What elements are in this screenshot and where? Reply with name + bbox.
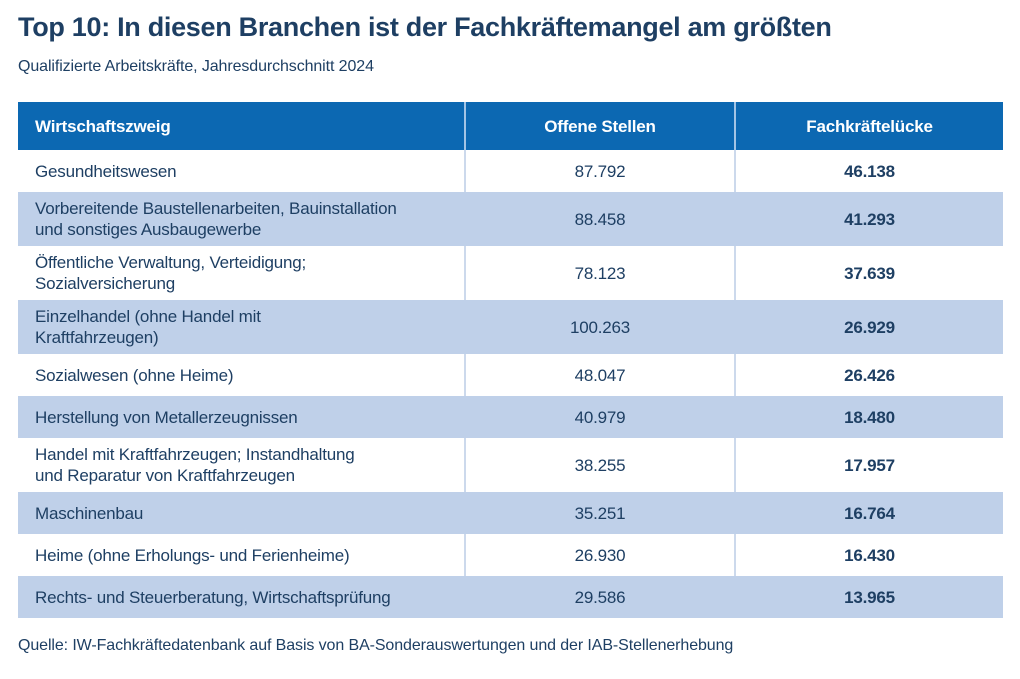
table-row: Herstellung von Metallerzeugnissen 40.97…: [18, 396, 1003, 439]
table-row: Heime (ohne Erholungs- und Ferienheime) …: [18, 534, 1003, 577]
branch-cell: Öffentliche Verwaltung, Verteidigung; So…: [35, 253, 307, 294]
open-positions-cell: 48.047: [464, 354, 734, 397]
open-positions-cell: 88.458: [464, 192, 734, 247]
branch-cell: Heime (ohne Erholungs- und Ferienheime): [35, 545, 350, 565]
table-row: Vorbereitende Baustellenarbeiten, Bauins…: [18, 192, 1003, 247]
branch-cell: Vorbereitende Baustellenarbeiten, Bauins…: [35, 199, 397, 240]
table-row: Gesundheitswesen 87.792 46.138: [18, 150, 1003, 193]
open-positions-cell: 26.930: [464, 534, 734, 577]
skills-gap-cell: 13.965: [734, 576, 1003, 619]
skills-gap-cell: 26.929: [734, 300, 1003, 355]
branch-cell: Maschinenbau: [35, 503, 144, 523]
open-positions-cell: 35.251: [464, 492, 734, 535]
table-row: Öffentliche Verwaltung, Verteidigung; So…: [18, 246, 1003, 301]
table-row: Handel mit Kraftfahrzeugen; Instandhaltu…: [18, 438, 1003, 493]
table-row: Sozialwesen (ohne Heime) 48.047 26.426: [18, 354, 1003, 397]
skills-gap-cell: 17.957: [734, 438, 1003, 493]
table-body: Gesundheitswesen 87.792 46.138 Vorbereit…: [18, 150, 1003, 619]
branch-cell: Rechts- und Steuerberatung, Wirtschaftsp…: [35, 587, 391, 607]
table-row: Rechts- und Steuerberatung, Wirtschaftsp…: [18, 576, 1003, 619]
skills-gap-cell: 16.430: [734, 534, 1003, 577]
branch-cell: Herstellung von Metallerzeugnissen: [35, 407, 298, 427]
open-positions-cell: 100.263: [464, 300, 734, 355]
table-row: Einzelhandel (ohne Handel mit Kraftfahrz…: [18, 300, 1003, 355]
open-positions-cell: 40.979: [464, 396, 734, 439]
page: Top 10: In diesen Branchen ist der Fachk…: [18, 12, 1003, 655]
branch-cell: Sozialwesen (ohne Heime): [35, 365, 234, 385]
open-positions-cell: 29.586: [464, 576, 734, 619]
source-note: Quelle: IW-Fachkräftedatenbank auf Basis…: [18, 637, 734, 655]
column-header-skills-gap: Fachkräftelücke: [734, 102, 1003, 151]
skills-gap-cell: 46.138: [734, 150, 1003, 193]
skills-gap-cell: 37.639: [734, 246, 1003, 301]
open-positions-cell: 87.792: [464, 150, 734, 193]
table-row: Maschinenbau 35.251 16.764: [18, 492, 1003, 535]
industry-shortage-table: Wirtschaftszweig Offene Stellen Fachkräf…: [18, 102, 1003, 619]
table-header-row: Wirtschaftszweig Offene Stellen Fachkräf…: [18, 102, 1003, 151]
skills-gap-cell: 41.293: [734, 192, 1003, 247]
open-positions-cell: 78.123: [464, 246, 734, 301]
skills-gap-cell: 26.426: [734, 354, 1003, 397]
page-title: Top 10: In diesen Branchen ist der Fachk…: [18, 12, 832, 42]
branch-cell: Handel mit Kraftfahrzeugen; Instandhaltu…: [35, 445, 355, 486]
open-positions-cell: 38.255: [464, 438, 734, 493]
page-subtitle: Qualifizierte Arbeitskräfte, Jahresdurch…: [18, 58, 374, 76]
column-header-branch: Wirtschaftszweig: [35, 116, 171, 136]
branch-cell: Gesundheitswesen: [35, 161, 177, 181]
column-header-open-positions: Offene Stellen: [464, 102, 734, 151]
skills-gap-cell: 16.764: [734, 492, 1003, 535]
branch-cell: Einzelhandel (ohne Handel mit Kraftfahrz…: [35, 307, 261, 348]
skills-gap-cell: 18.480: [734, 396, 1003, 439]
